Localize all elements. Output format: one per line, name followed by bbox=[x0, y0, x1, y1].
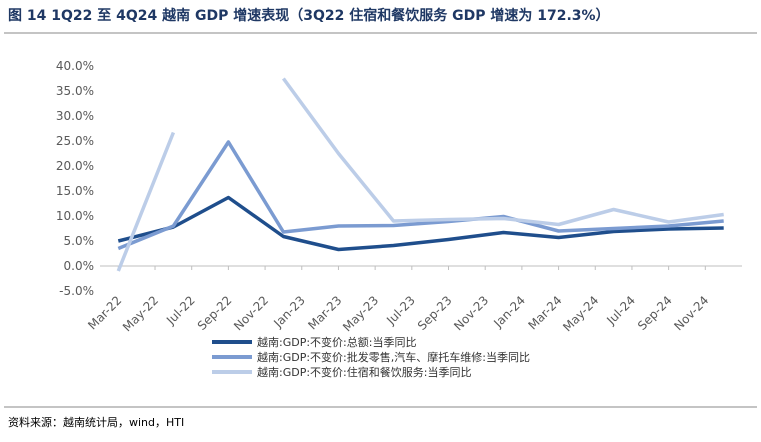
series-line bbox=[116, 77, 724, 272]
x-tick-label: Mar-22 bbox=[85, 293, 124, 332]
x-tick-label: Jul-24 bbox=[603, 293, 638, 328]
y-tick-label: 35.0% bbox=[56, 84, 94, 98]
series-line bbox=[117, 195, 724, 252]
y-tick-label: 10.0% bbox=[56, 209, 94, 223]
x-tick-label: Jan-24 bbox=[490, 293, 528, 331]
x-tick-label: Sep-23 bbox=[415, 293, 455, 333]
legend-label: 越南:GDP:不变价:批发零售,汽车、摩托车维修:当季同比 bbox=[257, 350, 530, 364]
source: 资料来源：越南统计局，wind，HTI bbox=[8, 415, 184, 429]
y-tick-label: 20.0% bbox=[56, 159, 94, 173]
x-tick-label: Mar-24 bbox=[525, 293, 564, 332]
y-tick-label: 5.0% bbox=[64, 234, 95, 248]
chart-title: 图 14 1Q22 至 4Q24 越南 GDP 增速表现（3Q22 住宿和餐饮服… bbox=[8, 7, 610, 24]
x-tick-label: Jan-23 bbox=[270, 293, 308, 331]
legend-label: 越南:GDP:不变价:住宿和餐饮服务:当季同比 bbox=[257, 365, 471, 379]
x-tick-label: Jul-22 bbox=[163, 293, 198, 328]
x-tick-label: May-23 bbox=[340, 293, 381, 334]
x-tick-label: Nov-22 bbox=[231, 293, 271, 333]
y-tick-label: 15.0% bbox=[56, 184, 94, 198]
y-tick-label: 30.0% bbox=[56, 109, 94, 123]
y-tick-label: 0.0% bbox=[64, 259, 95, 273]
y-tick-label: 25.0% bbox=[56, 134, 94, 148]
x-tick-label: May-22 bbox=[120, 293, 161, 334]
legend-label: 越南:GDP:不变价:总额:当季同比 bbox=[257, 335, 416, 349]
series-line bbox=[117, 140, 724, 251]
y-tick-label: 40.0% bbox=[56, 59, 94, 73]
x-tick-label: Nov-24 bbox=[671, 293, 711, 333]
x-tick-label: Nov-23 bbox=[451, 293, 491, 333]
y-tick-label: -5.0% bbox=[59, 284, 94, 298]
x-tick-label: Mar-23 bbox=[305, 293, 344, 332]
x-tick-label: Sep-22 bbox=[195, 293, 235, 333]
x-tick-label: Jul-23 bbox=[383, 293, 418, 328]
x-tick-label: May-24 bbox=[560, 293, 601, 334]
x-tick-label: Sep-24 bbox=[635, 293, 675, 333]
